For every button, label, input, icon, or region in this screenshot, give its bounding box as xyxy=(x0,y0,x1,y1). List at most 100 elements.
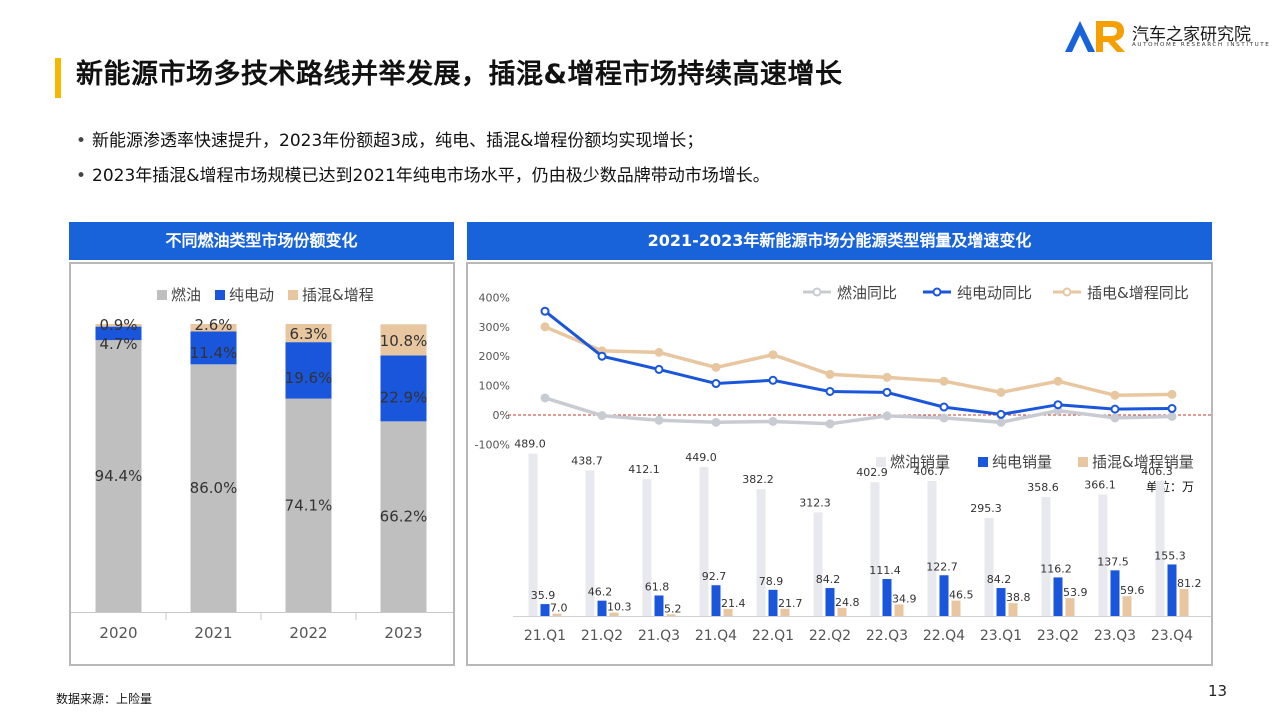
data-label: 312.3 xyxy=(799,496,831,509)
line-point xyxy=(597,351,607,361)
data-label: 10.8% xyxy=(380,332,428,350)
data-label: 59.6 xyxy=(1120,584,1145,597)
bar xyxy=(1041,496,1051,616)
x-tick-label: 23.Q4 xyxy=(1151,628,1193,644)
share-chart-panel: 燃油 纯电动 插混&增程 94.4% 4.7% 0.9% 2020 86.0% 11.4% 2.6… xyxy=(69,262,455,666)
bullet-list: • 新能源渗透率快速提升，2023年份额超3成，纯电、插混&增程份额均实现增长； … xyxy=(76,124,770,194)
bar xyxy=(597,600,607,616)
line-point xyxy=(1053,400,1063,410)
share-chart-title: 不同燃油类型市场份额变化 xyxy=(69,222,454,260)
bar xyxy=(552,613,562,616)
bullet-symbol: • xyxy=(76,131,87,151)
x-tick-label: 2020 xyxy=(99,624,137,642)
legend-label: 纯电销量 xyxy=(992,453,1052,471)
line-point xyxy=(882,411,892,421)
data-label: 74.1% xyxy=(285,496,333,514)
data-label: 2.6% xyxy=(194,316,232,334)
bar xyxy=(711,585,721,616)
logo-mark-icon: AR xyxy=(1065,21,1125,52)
y-tick-label: 0% xyxy=(493,409,510,422)
bar xyxy=(699,466,709,616)
line-point xyxy=(882,387,892,397)
line-point xyxy=(654,415,664,425)
legend-swatch xyxy=(157,290,167,300)
data-label: 46.2 xyxy=(588,586,613,599)
data-label: 111.4 xyxy=(869,564,901,577)
bar xyxy=(996,588,1006,616)
bar xyxy=(1008,603,1018,616)
bar-segment xyxy=(95,326,142,341)
bullet-item: • 2023年插混&增程市场规模已达到2021年纯电市场水平，仍由极少数品牌带动市… xyxy=(76,159,770,194)
x-tick-label: 2021 xyxy=(194,624,232,642)
volume-chart-panel: 燃油同比 纯电动同比 插电&增程同比 400% 300% 200% 100% 0% -100% 燃… xyxy=(466,262,1213,666)
data-label: 19.6% xyxy=(285,369,333,387)
bullet-symbol: • xyxy=(76,166,87,186)
y-tick-label: 100% xyxy=(479,380,510,393)
bullet-text: 2023年插混&增程市场规模已达到2021年纯电市场水平，仍由极少数品牌带动市场… xyxy=(92,166,770,186)
line-point xyxy=(711,362,721,372)
bar xyxy=(654,595,664,616)
legend-label: 燃油销量 xyxy=(890,453,950,471)
data-label: 382.2 xyxy=(742,473,774,486)
data-label: 0.9% xyxy=(99,316,137,334)
bar xyxy=(540,604,550,616)
data-label: 412.1 xyxy=(628,463,660,476)
bar xyxy=(642,479,652,616)
legend-swatch xyxy=(876,457,886,467)
legend-label: 纯电动同比 xyxy=(957,284,1032,302)
logo-subtitle: AUTOHOME RESEARCH INSTITUTE xyxy=(1132,42,1271,48)
line-point xyxy=(996,417,1006,427)
x-tick-label: 21.Q1 xyxy=(524,628,566,644)
bar-segment xyxy=(190,324,237,332)
x-tick-label: 2023 xyxy=(384,624,422,642)
data-label: 116.2 xyxy=(1040,562,1072,575)
slide-title: 新能源市场多技术路线并举发展，插混&增程市场持续高速增长 xyxy=(76,59,843,90)
line-point xyxy=(768,416,778,426)
bar xyxy=(837,607,847,616)
data-label: 84.2 xyxy=(816,573,841,586)
line-point xyxy=(768,350,778,360)
data-label: 86.0% xyxy=(190,479,238,497)
volume-chart-title: 2021-2023年新能源市场分能源类型销量及增速变化 xyxy=(467,222,1212,260)
data-label: 21.4 xyxy=(721,597,746,610)
series-line xyxy=(544,396,1173,426)
bar xyxy=(1053,577,1063,616)
bar xyxy=(666,614,676,616)
bullet-item: • 新能源渗透率快速提升，2023年份额超3成，纯电、插混&增程份额均实现增长； xyxy=(76,124,770,159)
bar-segment xyxy=(95,340,142,612)
bar-segment xyxy=(380,355,427,422)
data-label: 10.3 xyxy=(607,601,632,614)
legend-swatch xyxy=(215,290,225,300)
x-tick-label: 22.Q3 xyxy=(866,628,908,644)
legend-label: 插电&增程同比 xyxy=(1087,284,1189,302)
bar xyxy=(984,517,994,616)
bar xyxy=(825,588,835,616)
bar-segment xyxy=(285,398,332,612)
bar-segment xyxy=(95,324,142,327)
data-label: 24.8 xyxy=(835,596,860,609)
bar xyxy=(1167,564,1177,616)
data-label: 406.7 xyxy=(913,465,945,478)
line-point xyxy=(996,387,1006,397)
logo-text: AR xyxy=(1080,45,1082,48)
data-label: 92.7 xyxy=(702,570,727,583)
legend-label: 插混&增程 xyxy=(302,286,374,304)
data-label: 5.2 xyxy=(664,602,682,615)
data-label: 449.0 xyxy=(685,451,717,464)
bar-segment xyxy=(190,364,237,612)
data-label: 53.9 xyxy=(1063,586,1088,599)
x-tick-label: 21.Q3 xyxy=(638,628,680,644)
data-label: 46.5 xyxy=(949,589,974,602)
data-label: 21.7 xyxy=(778,597,803,610)
y-tick-label: 400% xyxy=(479,291,510,304)
bar xyxy=(1155,481,1165,616)
legend-swatch xyxy=(978,457,988,467)
unit-label: 单位：万 xyxy=(1146,479,1194,494)
data-label: 402.9 xyxy=(856,466,888,479)
data-label: 4.7% xyxy=(99,335,137,353)
data-label: 137.5 xyxy=(1097,555,1129,568)
line-point xyxy=(540,322,550,332)
legend-marker xyxy=(812,287,822,297)
line-point xyxy=(939,413,949,423)
legend-label: 插混&增程销量 xyxy=(1092,453,1194,471)
